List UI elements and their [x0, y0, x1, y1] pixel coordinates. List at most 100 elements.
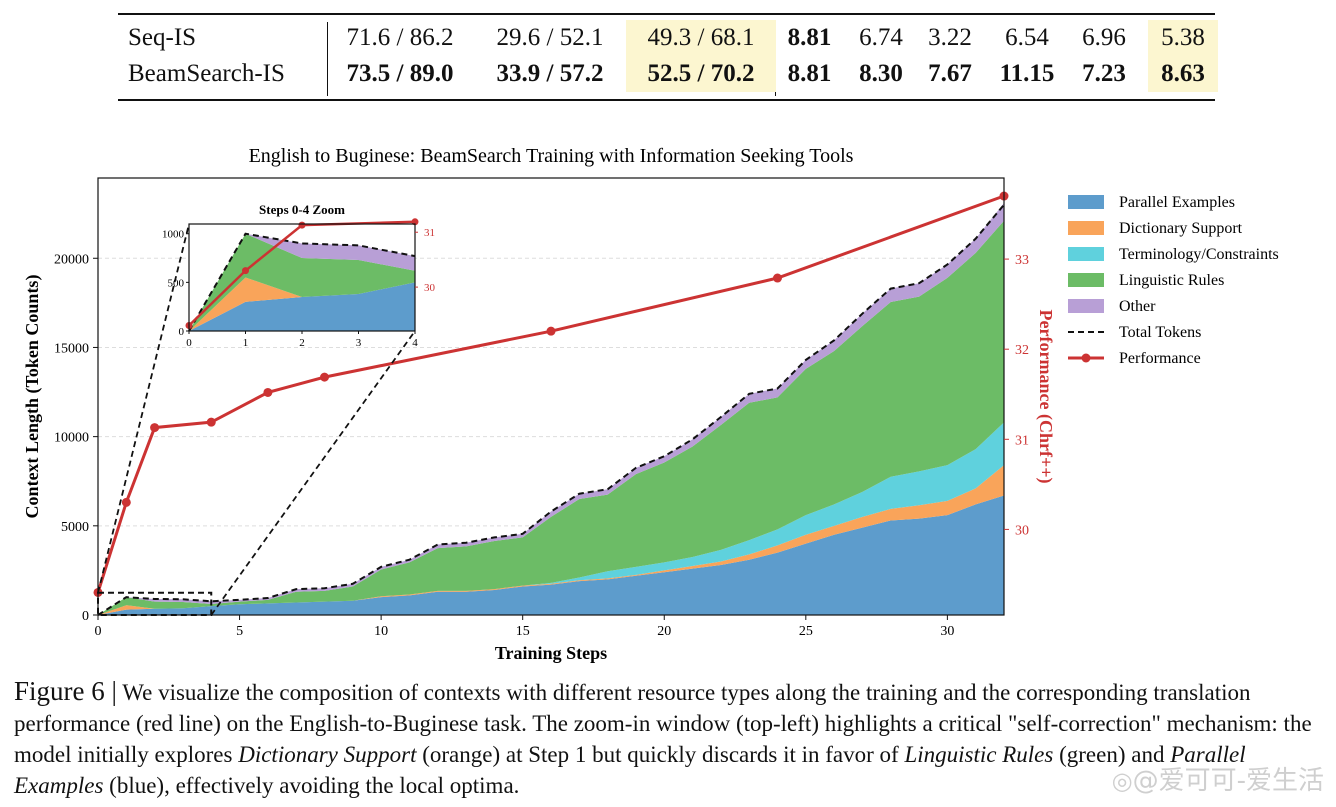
- inset-area-linguistic-rules: [189, 233, 415, 331]
- caption-text-1: We visualize the composition of contexts…: [14, 680, 1312, 767]
- inset-y-tick-label: 500: [168, 277, 185, 289]
- y-tick-label: 15000: [54, 341, 89, 356]
- table-cell: 11.15: [999, 60, 1055, 87]
- legend-label: Performance: [1119, 350, 1201, 367]
- y2-tick-label: 30: [1015, 523, 1029, 538]
- table-cell: 52.5 / 70.2: [626, 56, 776, 92]
- plot-frame: [97, 177, 1005, 616]
- y2-tick-label: 31: [1015, 433, 1029, 448]
- inset-performance-point: [242, 267, 249, 275]
- inset-area-other: [189, 233, 415, 331]
- figure-caption: Figure 6 | We visualize the composition …: [14, 676, 1330, 801]
- context-composition-chart: 0 5 10 15 20 25 300500010000150002000030313233…: [22, 145, 1279, 663]
- chart-title: English to Buginese: BeamSearch Training…: [249, 145, 854, 167]
- table-cell: 6.74: [859, 24, 903, 51]
- table-cell: 7.23: [1082, 60, 1126, 87]
- row-label: BeamSearch-IS: [128, 60, 285, 87]
- y2-axis-label: Performance (Chrf++): [1035, 310, 1056, 484]
- table-cell: 33.9 / 57.2: [496, 60, 604, 87]
- total-tokens-line: [97, 204, 1005, 616]
- x-tick-label: 30: [940, 624, 954, 639]
- watermark: ◎@爱可可-爱生活: [1112, 760, 1324, 797]
- inset-x-tick-label: 3: [356, 337, 362, 349]
- area-parallel-examples: [98, 495, 1004, 615]
- legend-label: Linguistic Rules: [1119, 272, 1224, 289]
- y-tick-label: 5000: [61, 520, 89, 535]
- inset-title: Steps 0-4 Zoom: [259, 202, 345, 217]
- table-cell: 8.81: [787, 60, 832, 87]
- zoom-connector-right: [210, 330, 416, 616]
- inset-total-tokens-line: [188, 232, 416, 332]
- inset-area-parallel-examples: [189, 282, 415, 331]
- table-cell: 6.54: [1005, 24, 1049, 51]
- inset-x-tick-label: 1: [243, 337, 249, 349]
- y-tick-label: 20000: [54, 252, 89, 267]
- caption-text-2: (orange) at Step 1 but quickly discards …: [416, 742, 905, 767]
- legend-label: Parallel Examples: [1119, 194, 1235, 211]
- area-linguistic-rules: [98, 220, 1004, 615]
- table-top-rule: [118, 13, 1215, 15]
- performance-point: [121, 497, 131, 507]
- x-axis-label: Training Steps: [495, 643, 607, 663]
- caption-italic-linguistic: Linguistic Rules: [904, 742, 1054, 767]
- table-cell: 8.30: [859, 60, 903, 87]
- caption-italic-dictionary: Dictionary Support: [238, 742, 417, 767]
- x-tick-label: 25: [799, 624, 813, 639]
- inset-y-tick-label: 0: [179, 326, 185, 338]
- table-cell: 71.6 / 86.2: [346, 24, 454, 51]
- legend-swatch: [1068, 247, 1104, 261]
- inset-x-tick-label: 2: [299, 337, 305, 349]
- table-cell: 8.81: [787, 24, 832, 51]
- legend-swatch: [1068, 221, 1104, 235]
- x-tick-label: 5: [236, 624, 243, 639]
- y-axis-label: Context Length (Token Counts): [22, 275, 43, 519]
- area-terminology-constraints: [98, 422, 1004, 615]
- x-tick-label: 20: [657, 624, 671, 639]
- inset-area-dictionary-support: [189, 277, 415, 331]
- row-label: Seq-IS: [128, 24, 197, 51]
- table-cell: 73.5 / 89.0: [346, 60, 454, 87]
- inset-x-tick-label: 0: [186, 337, 192, 349]
- table-row: Seq-IS 71.6 / 86.2 29.6 / 52.1 49.3 / 68.1 8…: [118, 20, 1218, 56]
- inset-y2-tick-label: 31: [424, 227, 435, 239]
- inset-performance-point: [298, 221, 306, 229]
- legend-label: Dictionary Support: [1119, 220, 1243, 237]
- y2-tick-label: 32: [1015, 343, 1029, 358]
- performance-point: [150, 423, 160, 433]
- caption-italic-parallel: Parallel Examples: [14, 742, 1246, 798]
- caption-text-4: (blue), effectively avoiding the local o…: [103, 773, 520, 798]
- inset-x-tick-label: 4: [412, 337, 418, 349]
- table-cell: 49.3 / 68.1: [626, 20, 776, 56]
- zoom-connector-left: [97, 223, 190, 593]
- table-row: BeamSearch-IS 73.5 / 89.0 33.9 / 57.2 52.5 …: [118, 56, 1218, 92]
- table-cell: 5.38: [1148, 20, 1218, 56]
- weibo-icon: ◎: [1111, 767, 1133, 795]
- legend-swatch: [1068, 299, 1104, 313]
- table-separator-left: [327, 22, 328, 96]
- y2-tick-label: 33: [1015, 253, 1029, 268]
- table-cell: 29.6 / 52.1: [496, 24, 604, 51]
- table-bottom-rule: [118, 99, 1215, 101]
- y-tick-label: 0: [82, 609, 89, 624]
- performance-point: [773, 273, 782, 283]
- x-tick-label: 15: [516, 624, 530, 639]
- legend-swatch-marker: [1081, 353, 1091, 363]
- performance-point: [320, 372, 329, 382]
- legend-label: Total Tokens: [1119, 324, 1201, 341]
- inset-y-tick-label: 1000: [162, 229, 185, 241]
- x-tick-label: 0: [95, 624, 102, 639]
- y-tick-label: 10000: [54, 431, 89, 446]
- legend-swatch: [1068, 195, 1104, 209]
- table-cell: 7.67: [928, 60, 972, 87]
- table-cell: 3.22: [928, 24, 972, 51]
- table-cell: 8.63: [1148, 56, 1218, 92]
- legend-label: Other: [1119, 298, 1156, 315]
- performance-point: [206, 417, 216, 427]
- inset-y2-tick-label: 30: [424, 282, 436, 294]
- performance-point: [263, 387, 273, 397]
- caption-text-3: (green) and: [1053, 742, 1171, 767]
- figure-label: Figure 6 |: [14, 676, 117, 706]
- legend-swatch: [1068, 273, 1104, 287]
- watermark-text: @爱可可-爱生活: [1132, 766, 1324, 796]
- x-tick-label: 10: [374, 624, 388, 639]
